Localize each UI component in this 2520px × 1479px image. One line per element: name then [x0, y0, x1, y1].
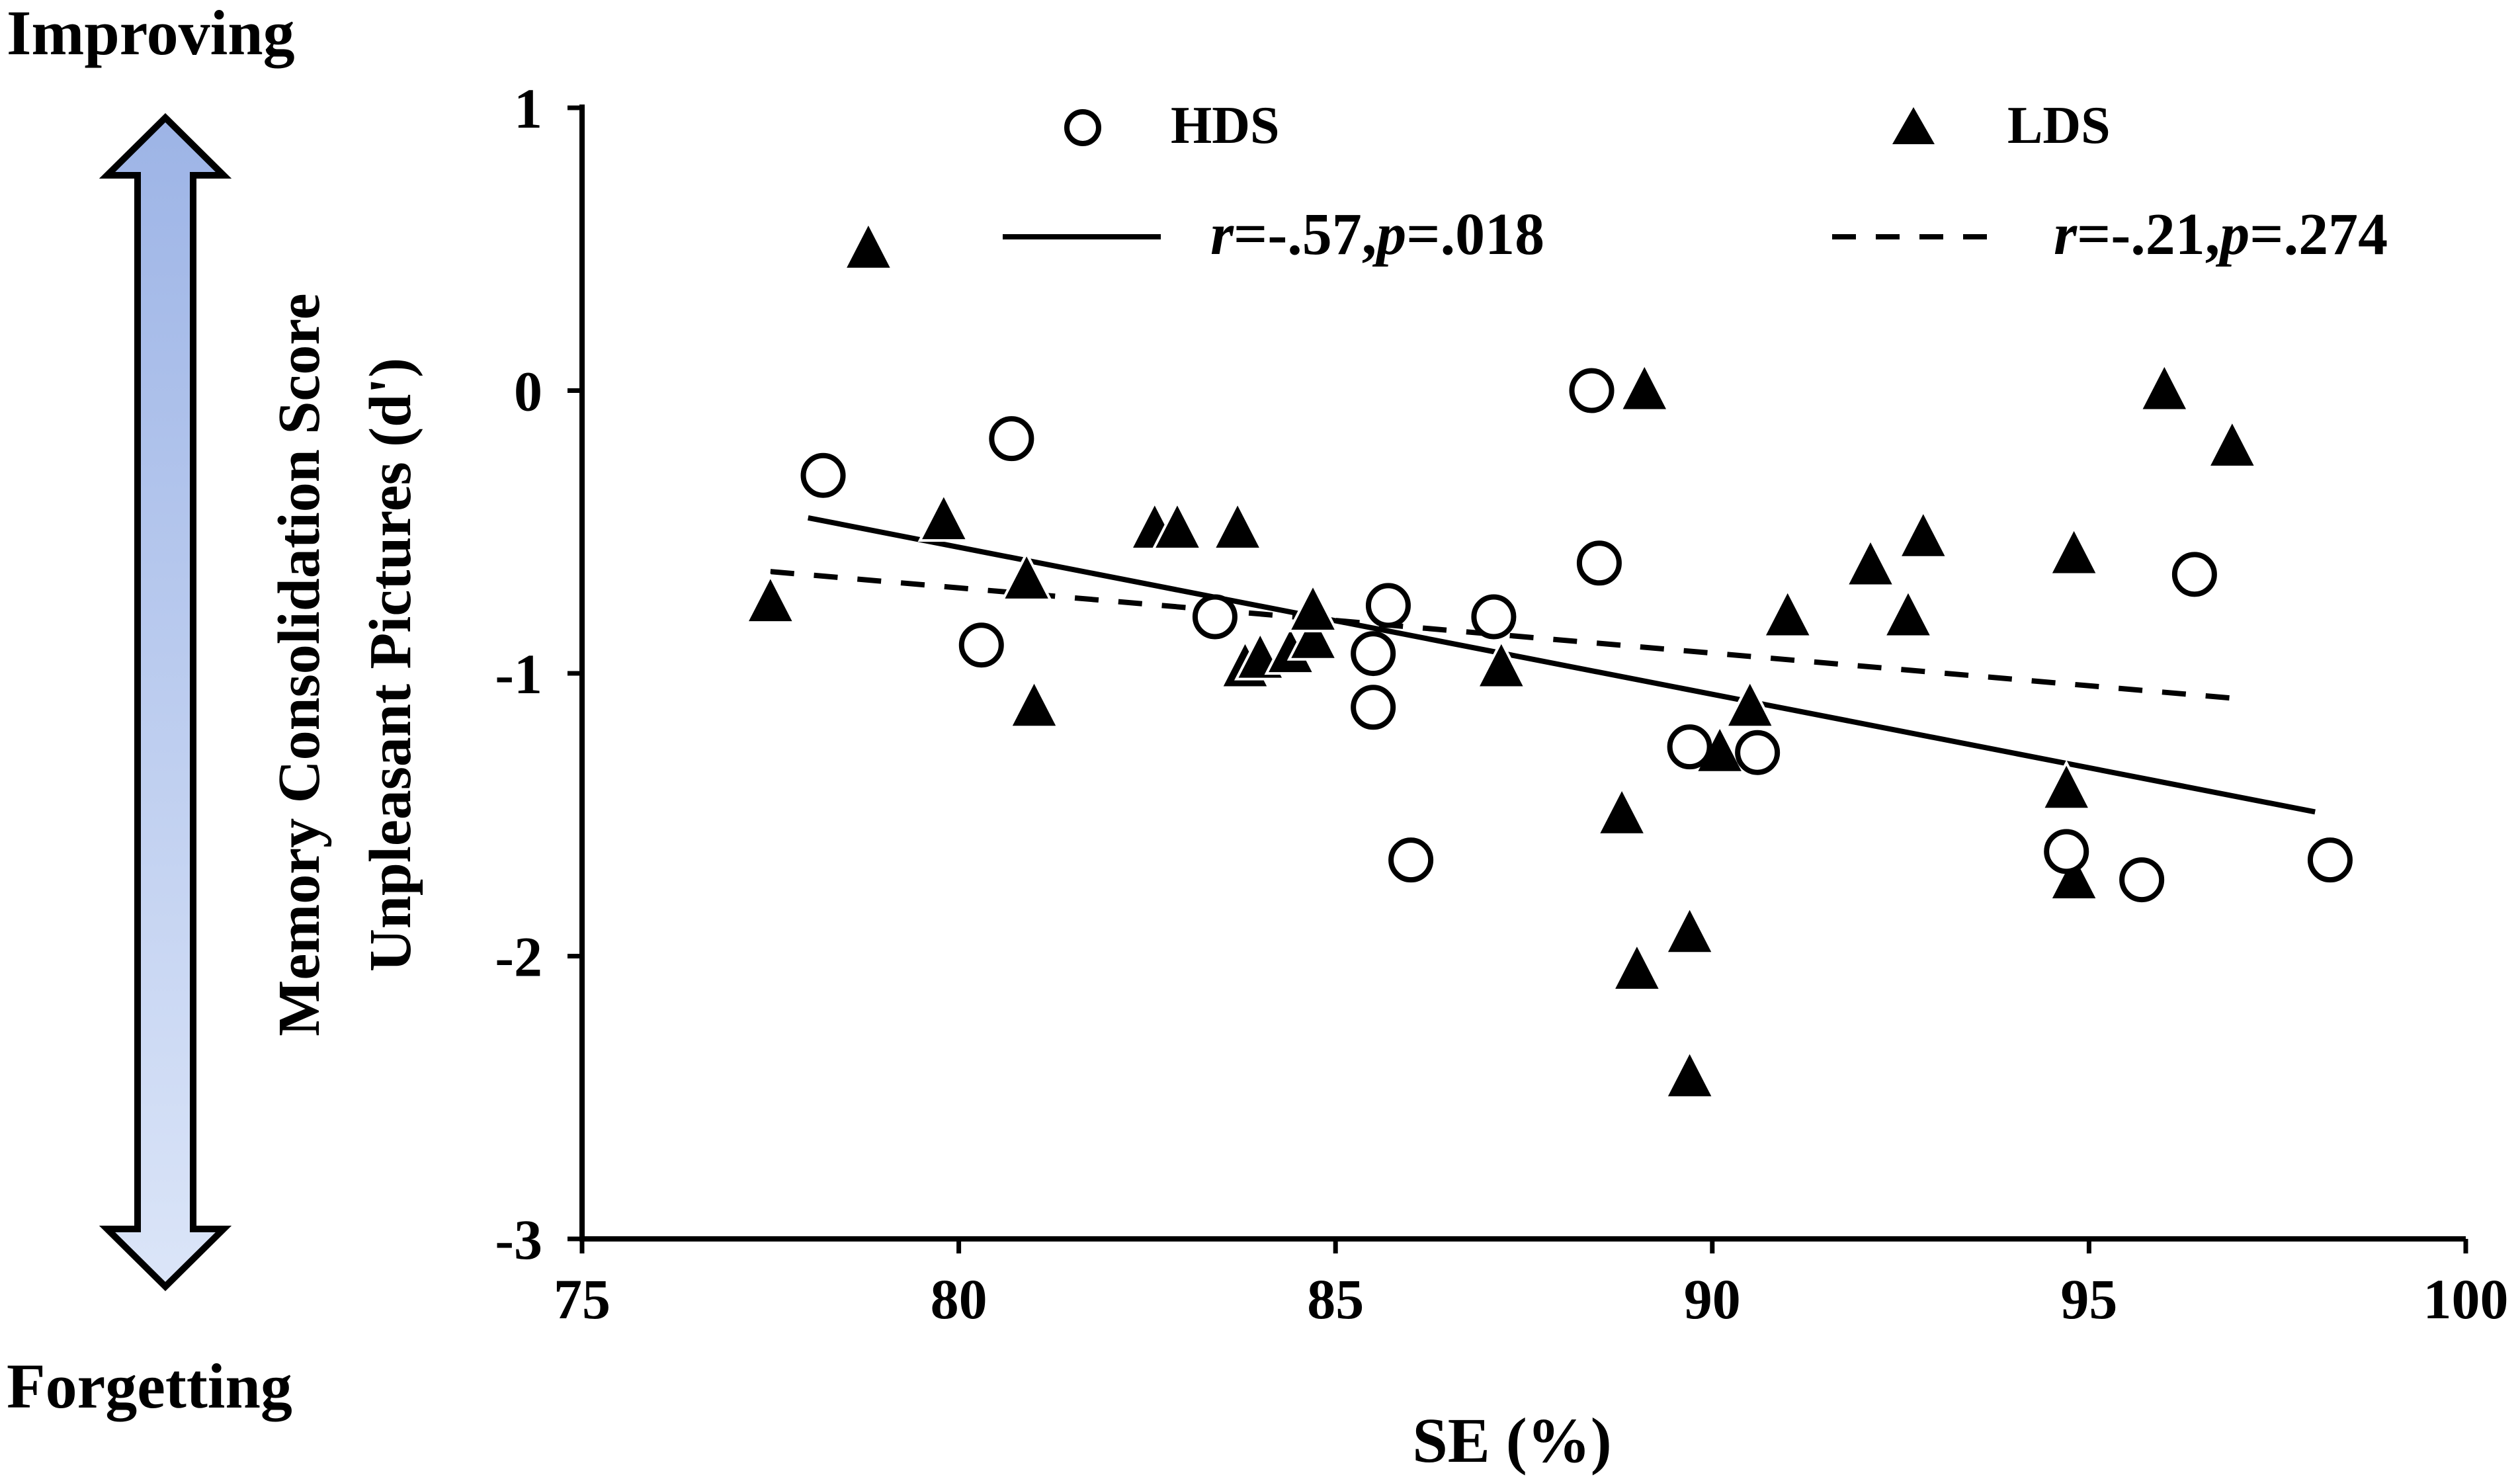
- y-tick-label: 1: [514, 77, 542, 140]
- lds-point: [1286, 610, 1339, 661]
- hds-p-symbol: p: [1372, 202, 1406, 267]
- hds-point: [1667, 724, 1712, 770]
- x-tick-label: 75: [554, 1267, 610, 1331]
- y-ticks: 1 0 -1 -2 -3: [495, 77, 582, 1271]
- fit-lines: [770, 515, 2316, 815]
- lds-point: [2048, 850, 2100, 902]
- hds-point: [1735, 730, 1781, 775]
- x-tick-label: 90: [1684, 1267, 1741, 1331]
- lds-r-value: =-.21,: [2077, 202, 2220, 267]
- lds-point: [1724, 677, 1777, 729]
- x-tick-label: 80: [931, 1267, 987, 1331]
- hds-point: [1576, 540, 1622, 586]
- lds-point: [1151, 499, 1204, 550]
- lds-point: [1000, 550, 1053, 601]
- hds-r-value: =-.57,: [1234, 202, 1376, 267]
- legend-lds-marker: [1892, 107, 1935, 144]
- hds-point: [2307, 837, 2353, 883]
- hds-point: [1192, 594, 1238, 640]
- x-tick-label: 95: [2060, 1267, 2117, 1331]
- x-axis-title: SE (%): [1412, 1405, 1611, 1476]
- legend-lds-label: LDS: [2007, 97, 2111, 155]
- y-tick-label: -2: [495, 925, 542, 989]
- lds-point: [1663, 904, 1716, 955]
- lds-point: [1595, 785, 1648, 836]
- hds-point: [1471, 594, 1517, 640]
- lds-point: [842, 220, 895, 271]
- hds-point: [1388, 837, 1434, 883]
- lds-point: [744, 573, 797, 624]
- lds-point: [1611, 941, 1663, 992]
- hds-point: [989, 416, 1034, 462]
- lds-point: [1882, 587, 1935, 638]
- hds-point: [1569, 368, 1615, 413]
- lds-point: [2206, 417, 2259, 468]
- y-tick-label: 0: [514, 360, 542, 423]
- x-ticks: 75 80 85 90 95 100: [554, 1239, 2509, 1331]
- lds-point: [1475, 638, 1528, 689]
- y-axis-title-line-2: Unpleasant Pictures (d'): [358, 358, 423, 972]
- legend-hds-label: HDS: [1171, 97, 1280, 155]
- improving-forgetting-arrow: [99, 112, 232, 1292]
- legend-hds-marker: [1064, 109, 1101, 146]
- hds-point: [1351, 631, 1396, 677]
- lds-p-symbol: p: [2215, 202, 2249, 267]
- lds-point: [2040, 759, 2093, 811]
- lds-point: [1761, 587, 1814, 638]
- x-tick-label: 85: [1307, 1267, 1364, 1331]
- y-axis-title: Memory Consolidation Score Unpleasant Pi…: [267, 293, 423, 1036]
- lds-point: [1008, 677, 1060, 729]
- improving-label: Improving: [7, 0, 295, 68]
- hds-point: [2119, 857, 2165, 903]
- data-points: [744, 220, 2353, 1099]
- lds-point: [1211, 499, 1264, 550]
- hds-point: [800, 452, 846, 498]
- forgetting-label: Forgetting: [7, 1351, 292, 1421]
- lds-point: [1286, 581, 1339, 632]
- hds-point: [2171, 552, 2217, 597]
- lds-point: [917, 491, 970, 542]
- hds-r-symbol: r: [1210, 202, 1234, 267]
- x-tick-label: 100: [2423, 1267, 2509, 1331]
- hds-point: [958, 622, 1004, 668]
- lds-p-value: =.274: [2249, 202, 2388, 267]
- lds-point: [1663, 1048, 1716, 1099]
- y-tick-label: -1: [495, 642, 542, 706]
- hds-fit-line: [807, 515, 2316, 815]
- lds-r-symbol: r: [2054, 202, 2078, 267]
- lds-point: [2048, 525, 2100, 576]
- hds-point: [2044, 829, 2089, 874]
- hds-point: [1365, 583, 1411, 628]
- hds-p-value: =.018: [1406, 202, 1544, 267]
- lds-point: [2138, 361, 2191, 412]
- hds-point: [1351, 685, 1396, 730]
- lds-point: [1844, 536, 1897, 587]
- lds-point: [1618, 361, 1671, 412]
- lds-point: [1897, 508, 1950, 559]
- legend: HDS LDS r=-.57,p=.018 r=-.21,p=.274: [1003, 97, 2388, 267]
- y-tick-label: -3: [495, 1208, 542, 1271]
- legend-lds-fit-label: r=-.21,p=.274: [2054, 202, 2388, 267]
- lds-fit-line: [770, 569, 2240, 702]
- legend-hds-fit-label: r=-.57,p=.018: [1210, 202, 1544, 267]
- y-axis-title-line-1: Memory Consolidation Score: [267, 293, 332, 1036]
